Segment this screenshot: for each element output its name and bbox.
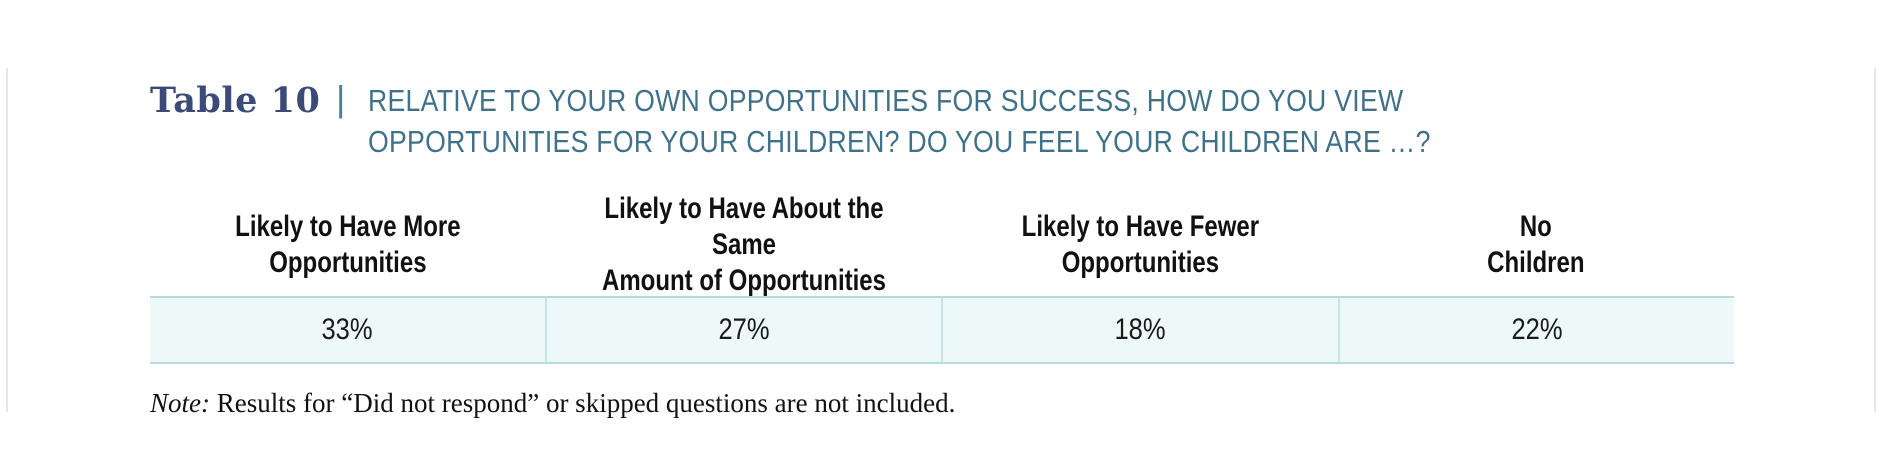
table-row: 33% 27% 18% 22%	[150, 298, 1734, 364]
survey-results-table: Likely to Have More Opportunities Likely…	[150, 192, 1734, 364]
note-label: Note:	[150, 388, 210, 418]
column-header-label: Likely to Have About the Same Amount of …	[602, 192, 886, 297]
column-header-label: Likely to Have More Opportunities	[235, 210, 461, 279]
table-cell-no-children: 22%	[1340, 298, 1735, 362]
cell-value: 33%	[321, 313, 373, 346]
table-number-label: Table 10	[150, 80, 321, 121]
title-separator: |	[336, 78, 346, 119]
note-text: Results for “Did not respond” or skipped…	[210, 388, 956, 418]
table-header-row: Likely to Have More Opportunities Likely…	[150, 192, 1734, 298]
table-title-block: Table 10 | RELATIVE TO YOUR OWN OPPORTUN…	[150, 78, 1750, 168]
cell-value: 18%	[1114, 313, 1166, 346]
cell-value: 27%	[718, 313, 770, 346]
column-header-no-children: No Children	[1338, 204, 1734, 296]
table-title: RELATIVE TO YOUR OWN OPPORTUNITIES FOR S…	[368, 83, 1431, 159]
column-header-fewer: Likely to Have Fewer Opportunities	[942, 204, 1338, 296]
table-cell-fewer: 18%	[943, 298, 1340, 362]
table-note: Note: Results for “Did not respond” or s…	[150, 388, 955, 419]
column-header-same: Likely to Have About the Same Amount of …	[546, 192, 942, 297]
column-header-more: Likely to Have More Opportunities	[150, 204, 546, 296]
table-cell-same: 27%	[547, 298, 943, 362]
table-cell-more: 33%	[150, 298, 547, 362]
cell-value: 22%	[1511, 313, 1563, 346]
column-header-label: Likely to Have Fewer Opportunities	[1021, 210, 1259, 279]
column-header-label: No Children	[1487, 210, 1585, 279]
